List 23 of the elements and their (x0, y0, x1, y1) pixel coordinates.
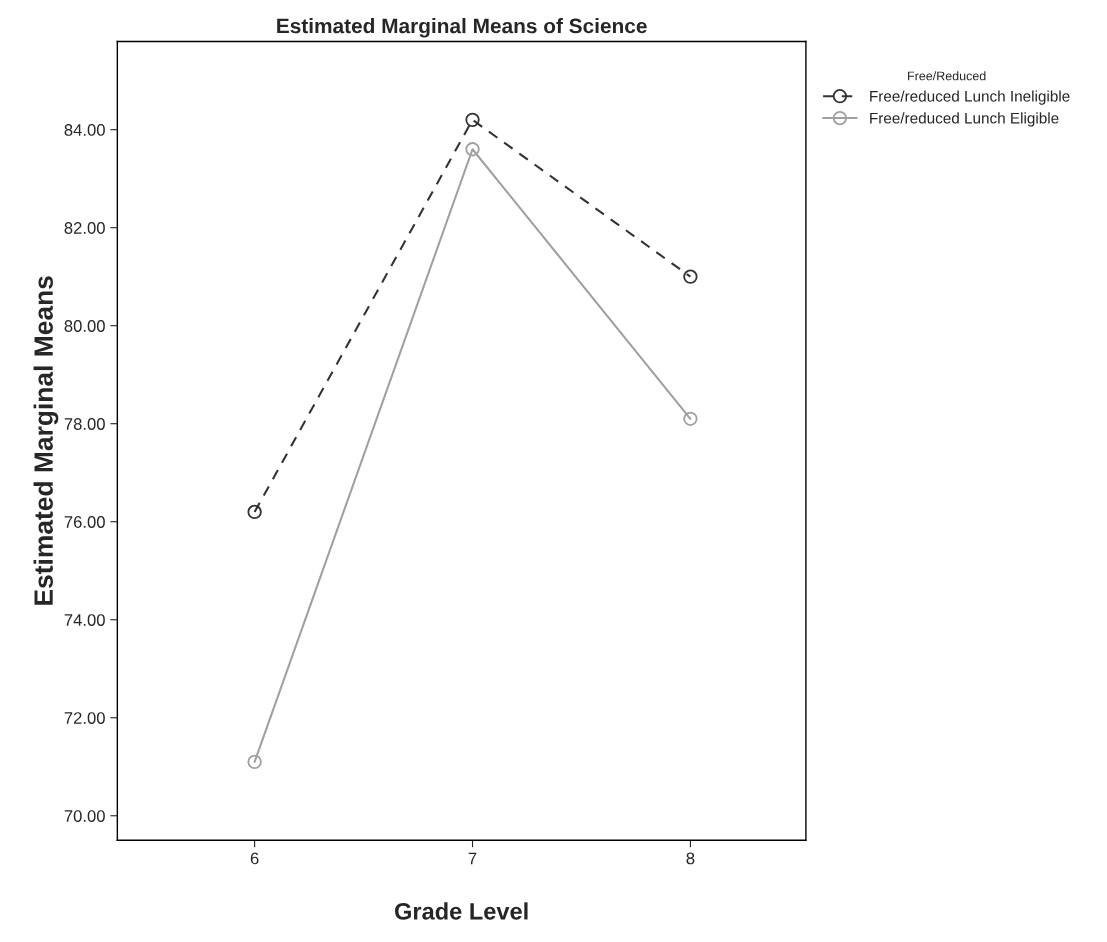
legend-title: Free/Reduced (908, 71, 986, 81)
point (465, 112, 480, 128)
x-tick-label: 7 (468, 852, 477, 865)
legend-label: Free/reduced Lunch Ineligible (870, 90, 1070, 105)
y-tick-label: 76.00 (64, 516, 105, 528)
y-tick-label: 72.00 (64, 712, 105, 724)
y-tick-label: 82.00 (64, 222, 105, 234)
x-tick-label: 8 (686, 852, 695, 865)
y-axis-title: Estimated Marginal Means (33, 276, 59, 605)
y-tick-label: 70.00 (64, 810, 105, 822)
point (247, 754, 262, 770)
point (465, 142, 480, 157)
y-tick-label: 78.00 (64, 418, 105, 430)
legend-label: Free/reduced Lunch Eligible (870, 112, 1059, 127)
point (683, 269, 698, 284)
x-axis-title: Grade Level (395, 902, 528, 920)
point (683, 411, 698, 426)
point (247, 504, 262, 520)
y-tick-label: 80.00 (64, 320, 105, 332)
y-tick-label: 84.00 (64, 124, 105, 136)
chart-title: Estimated Marginal Means of Science (277, 18, 647, 38)
y-tick-label: 74.00 (64, 614, 105, 626)
x-tick-label: 6 (250, 852, 259, 865)
